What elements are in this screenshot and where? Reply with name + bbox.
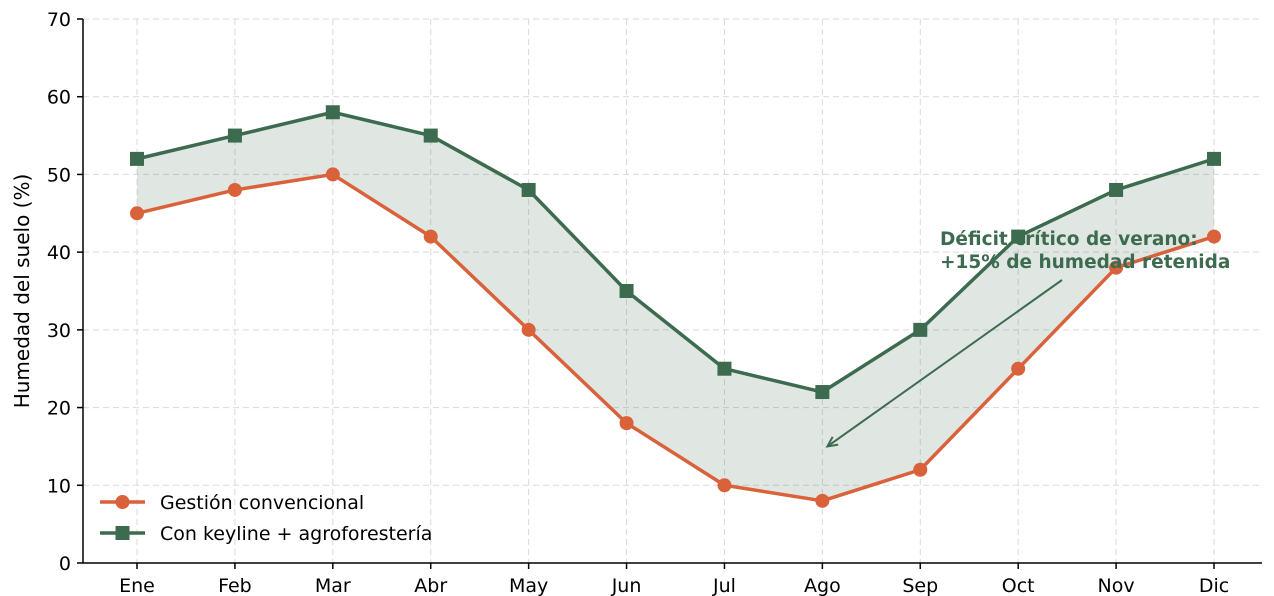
x-tick-label: Sep (902, 575, 938, 596)
data-point-square (521, 182, 536, 197)
x-tick-label: Feb (218, 575, 252, 596)
y-tick-label: 20 (47, 398, 71, 420)
legend: Gestión convencional Con keyline + agrofo… (100, 492, 432, 545)
data-point-square (227, 128, 242, 143)
series-line-1 (136, 172, 1215, 503)
annotation-arrowhead (825, 436, 839, 448)
data-point-square (913, 322, 928, 337)
data-point-square (325, 105, 340, 120)
x-tick-label: Mar (315, 575, 351, 596)
x-tick-label: Ene (119, 575, 155, 596)
x-tick-label: Abr (414, 575, 447, 596)
data-point-square (130, 151, 144, 166)
series-layer (130, 105, 1221, 508)
data-point-square (619, 284, 634, 298)
annotation-text: +15% de humedad retenida (940, 252, 1230, 273)
data-point-square (717, 361, 732, 376)
fill-layer (137, 112, 1214, 501)
fill-between-area (137, 112, 1214, 501)
x-tick-label: Dic (1199, 575, 1229, 596)
data-point-circle (717, 478, 732, 493)
data-point-circle (815, 493, 830, 508)
y-tick-label: 40 (47, 242, 71, 264)
data-point-circle (423, 229, 438, 244)
y-tick-label: 10 (47, 475, 71, 497)
y-tick-label: 70 (47, 9, 71, 31)
data-point-circle (1011, 361, 1026, 376)
axes-layer: 0 10 20 30 40 50 60 70 Ene Feb Mar Abr May Jun Jul Ago S… (10, 9, 1262, 596)
y-tick-label: 30 (47, 320, 71, 342)
legend-marker-square (115, 526, 130, 540)
data-point-circle (1207, 229, 1221, 244)
series-line-2 (136, 110, 1215, 394)
data-point-square (423, 128, 438, 143)
annotation-layer: Déficit crítico de verano:+15% de humeda… (825, 229, 1230, 448)
data-point-circle (619, 416, 634, 431)
data-point-square (1207, 151, 1221, 166)
annotation-arrow (826, 279, 1063, 448)
y-axis-title: Humedad del suelo (%) (10, 174, 34, 409)
legend-marker-circle (115, 495, 130, 509)
x-tick-label: Ago (804, 575, 841, 596)
annotation-text: Déficit crítico de verano: (940, 229, 1198, 250)
y-tick-label: 60 (47, 87, 71, 109)
data-point-circle (913, 462, 928, 477)
data-point-circle (1109, 260, 1124, 275)
legend-label-1: Gestión convencional (160, 492, 364, 514)
x-tick-label: Oct (1002, 575, 1035, 596)
data-point-circle (130, 206, 144, 221)
x-tick-label: Jun (611, 575, 642, 596)
x-tick-label: Nov (1098, 575, 1135, 596)
data-point-square (1011, 229, 1026, 244)
x-tick-label: Jul (712, 575, 736, 596)
data-point-circle (325, 167, 340, 182)
data-point-circle (227, 182, 242, 197)
data-point-circle (521, 322, 536, 337)
y-tick-label: 0 (59, 553, 71, 575)
legend-label-2: Con keyline + agroforestería (160, 523, 432, 545)
y-tick-label: 50 (47, 164, 71, 186)
data-point-square (1109, 182, 1124, 197)
data-point-square (815, 385, 830, 400)
x-tick-label: May (509, 575, 548, 596)
